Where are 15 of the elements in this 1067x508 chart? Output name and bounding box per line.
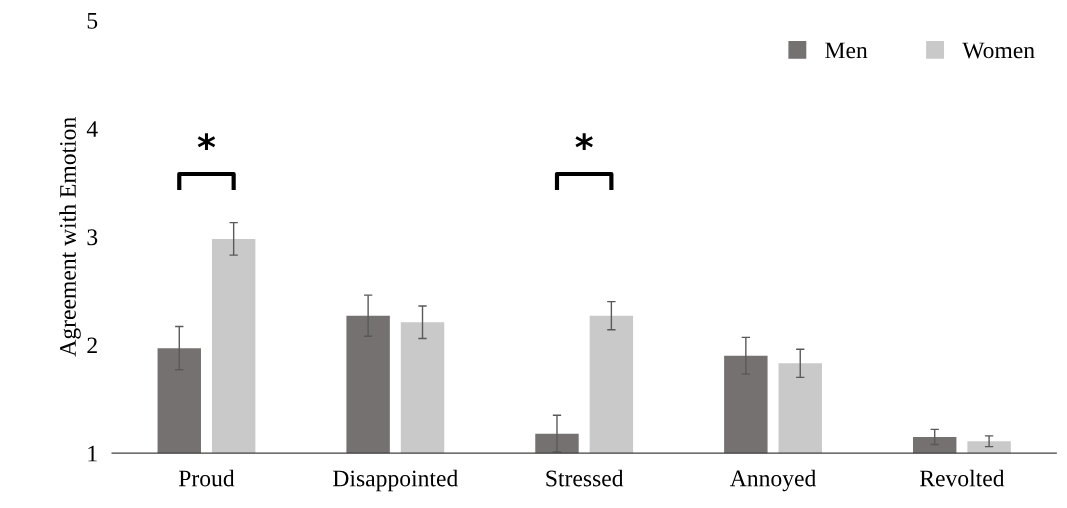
x-tick-label: Disappointed (333, 469, 458, 492)
legend-label: Women (962, 42, 1035, 59)
y-tick-label: 4 (86, 121, 98, 137)
x-tick-label: Stressed (546, 469, 624, 487)
x-tick-label: Annoyed (729, 469, 817, 492)
y-tick-label: 5 (87, 13, 98, 29)
y-tick-label: 1 (88, 445, 97, 462)
x-tick-label: Revolted (919, 469, 1005, 487)
y-tick-label: 3 (87, 229, 98, 246)
annotation: * (575, 133, 593, 151)
y-axis-title: Agreement with Emotion (59, 117, 81, 357)
x-tick-label: Proud (178, 469, 235, 487)
y-tick-label: 2 (87, 337, 97, 354)
legend-label: Men (825, 42, 868, 59)
annotation: * (197, 133, 216, 151)
